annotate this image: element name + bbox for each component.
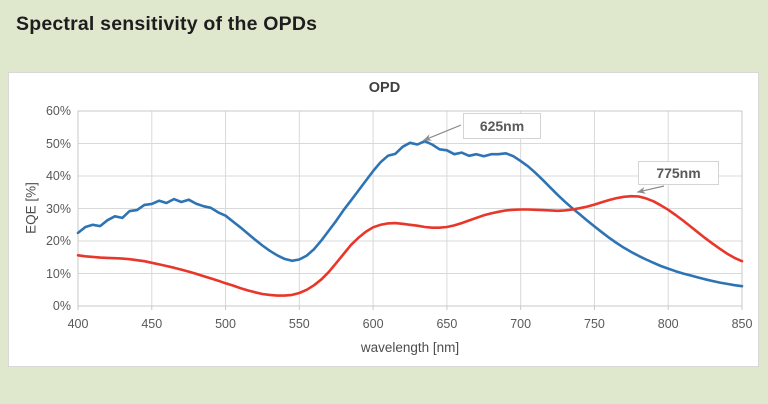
x-tick-label: 650 — [436, 317, 458, 331]
series-line-625nm — [76, 139, 744, 288]
y-tick-label: 60% — [45, 104, 71, 118]
y-tick-label: 10% — [45, 266, 71, 281]
annotation-625nm: 625nm — [463, 113, 541, 139]
y-tick-label: 50% — [45, 136, 71, 151]
x-axis-title: wavelength [nm] — [360, 340, 460, 355]
y-tick-label: 40% — [45, 169, 71, 183]
spectral-sensitivity-chart — [76, 110, 744, 310]
page-title: Spectral sensitivity of the OPDs — [16, 13, 318, 35]
y-tick-label: 20% — [45, 234, 71, 248]
y-tick-label: 30% — [45, 201, 71, 216]
x-tick-label: 850 — [731, 317, 753, 331]
x-tick-label: 450 — [141, 317, 163, 331]
chart-panel: OPD EQE [%] wavelength [nm] 0% 10% 20% 30% 4… — [8, 72, 759, 367]
x-tick-label: 550 — [288, 317, 310, 331]
annotation-arrow-icon — [422, 124, 462, 142]
chart-title: OPD — [368, 80, 401, 96]
x-tick-label: 500 — [215, 317, 236, 331]
annotation-775nm: 775nm — [638, 161, 719, 185]
x-tick-label: 800 — [657, 317, 679, 331]
annotation-arrow-icon — [636, 185, 665, 194]
x-tick-label: 750 — [584, 317, 605, 331]
series-line-775nm — [76, 194, 744, 297]
plot-border — [77, 110, 743, 307]
y-tick-label: 0% — [52, 299, 71, 313]
x-tick-label: 400 — [67, 317, 89, 331]
x-tick-label: 600 — [362, 317, 384, 331]
x-tick-label: 700 — [510, 317, 532, 331]
